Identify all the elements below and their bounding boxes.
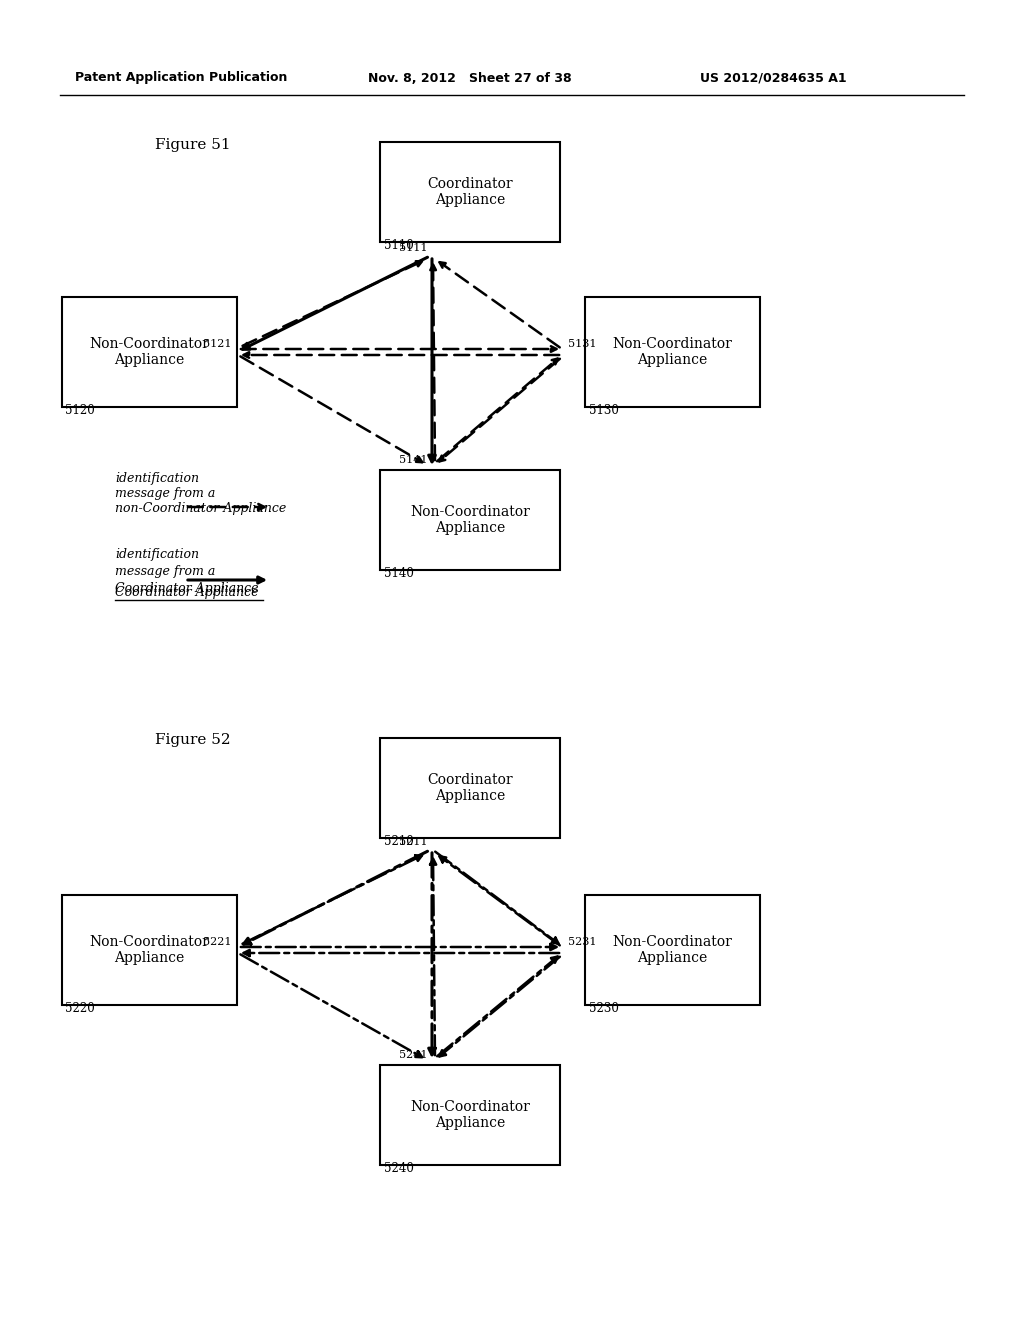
Text: 5211: 5211	[398, 837, 427, 847]
Text: Non-Coordinator
Appliance: Non-Coordinator Appliance	[612, 337, 732, 367]
Text: Figure 51: Figure 51	[155, 139, 230, 152]
Text: Patent Application Publication: Patent Application Publication	[75, 71, 288, 84]
Bar	[380, 738, 560, 838]
Text: 5110: 5110	[384, 239, 414, 252]
Text: identification
message from a
non-Coordinator Appliance: identification message from a non-Coordi…	[115, 473, 287, 515]
Bar	[61, 297, 237, 407]
Text: 5240: 5240	[384, 1162, 414, 1175]
Text: Coordinator
Appliance: Coordinator Appliance	[427, 177, 513, 207]
Bar	[61, 895, 237, 1005]
Text: 5210: 5210	[384, 836, 414, 847]
Text: Non-Coordinator
Appliance: Non-Coordinator Appliance	[410, 1100, 530, 1130]
Text: 5220: 5220	[66, 1002, 95, 1015]
Text: 5121: 5121	[204, 339, 232, 348]
Text: identification
message from a
Coordinator Appliance: identification message from a Coordinato…	[115, 548, 258, 595]
Text: US 2012/0284635 A1: US 2012/0284635 A1	[700, 71, 847, 84]
Text: 5141: 5141	[398, 455, 427, 465]
Text: Figure 52: Figure 52	[155, 733, 230, 747]
Text: 5230: 5230	[589, 1002, 618, 1015]
Bar	[380, 470, 560, 570]
Text: 5221: 5221	[204, 937, 232, 946]
Text: Non-Coordinator
Appliance: Non-Coordinator Appliance	[89, 935, 209, 965]
Text: Non-Coordinator
Appliance: Non-Coordinator Appliance	[89, 337, 209, 367]
Text: 5241: 5241	[398, 1049, 427, 1060]
Bar	[380, 143, 560, 242]
Text: Coordinator
Appliance: Coordinator Appliance	[427, 774, 513, 803]
Text: Nov. 8, 2012   Sheet 27 of 38: Nov. 8, 2012 Sheet 27 of 38	[368, 71, 571, 84]
Text: Non-Coordinator
Appliance: Non-Coordinator Appliance	[612, 935, 732, 965]
Bar	[380, 1065, 560, 1166]
Text: 5130: 5130	[589, 404, 618, 417]
Bar	[585, 297, 760, 407]
Text: 5120: 5120	[66, 404, 95, 417]
Text: Non-Coordinator
Appliance: Non-Coordinator Appliance	[410, 504, 530, 535]
Text: 5131: 5131	[568, 339, 597, 348]
Bar	[585, 895, 760, 1005]
Text: Coordinator Appliance: Coordinator Appliance	[115, 586, 258, 599]
Text: 5111: 5111	[398, 243, 427, 253]
Text: 5231: 5231	[568, 937, 597, 946]
Text: 5140: 5140	[384, 568, 414, 579]
